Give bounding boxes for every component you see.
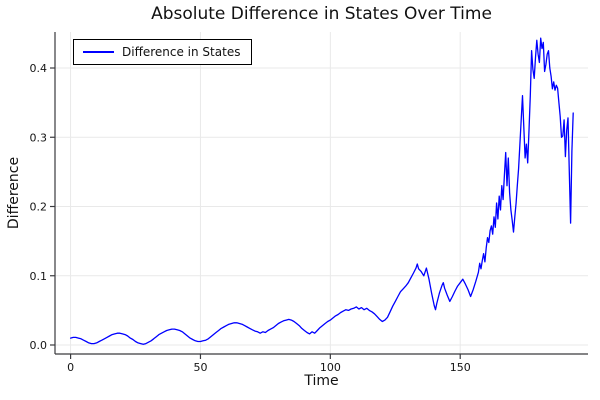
x-tick-label: 150 bbox=[450, 361, 471, 374]
x-tick-label: 50 bbox=[193, 361, 207, 374]
x-tick-label: 0 bbox=[67, 361, 74, 374]
chart-title: Absolute Difference in States Over Time bbox=[151, 4, 492, 24]
y-tick-label: 0.3 bbox=[30, 131, 48, 144]
y-axis-label: Difference bbox=[6, 156, 22, 230]
x-axis-label: Time bbox=[304, 373, 339, 389]
y-tick-label: 0.2 bbox=[30, 201, 48, 214]
x-tick-label: 100 bbox=[320, 361, 341, 374]
y-tick-label: 0.1 bbox=[30, 270, 48, 283]
y-tick-label: 0.4 bbox=[30, 62, 48, 75]
legend-entry-label: Difference in States bbox=[122, 45, 241, 59]
legend-box: Difference in States bbox=[73, 39, 253, 65]
legend-line-sample-icon bbox=[83, 51, 114, 53]
difference-line bbox=[69, 37, 574, 345]
y-tick-label: 0.0 bbox=[30, 339, 48, 352]
